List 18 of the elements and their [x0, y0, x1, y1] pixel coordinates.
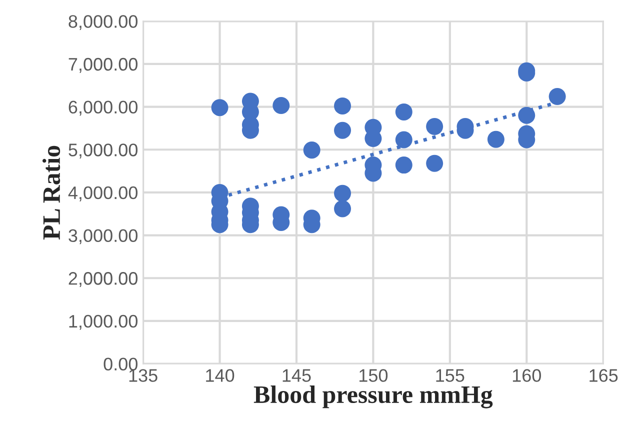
x-tick-label: 160 [512, 369, 541, 382]
y-tick-label: 5,000.00 [68, 144, 138, 158]
x-axis-title: Blood pressure mmHg [254, 385, 493, 408]
y-tick-label: 4,000.00 [68, 186, 138, 202]
x-tick-label: 150 [360, 369, 388, 382]
y-tick-label: 3,000.00 [68, 229, 138, 244]
x-tick-label: 140 [206, 369, 234, 382]
x-tick-label: 145 [282, 369, 311, 382]
x-tick-label: 155 [436, 369, 464, 382]
x-tick-label: 165 [590, 369, 618, 382]
y-tick-label: 8,000.00 [68, 15, 138, 30]
y-tick-label: 0.00 [104, 358, 138, 370]
y-tick-label: 6,000.00 [68, 100, 138, 116]
x-tick-label: 135 [129, 369, 158, 382]
y-tick-label: 1,000.00 [69, 314, 138, 330]
y-tick-label: 7,000.00 [68, 58, 138, 73]
y-axis-title: PL Ratio [42, 146, 60, 240]
y-tick-label: 2,000.00 [68, 272, 138, 287]
